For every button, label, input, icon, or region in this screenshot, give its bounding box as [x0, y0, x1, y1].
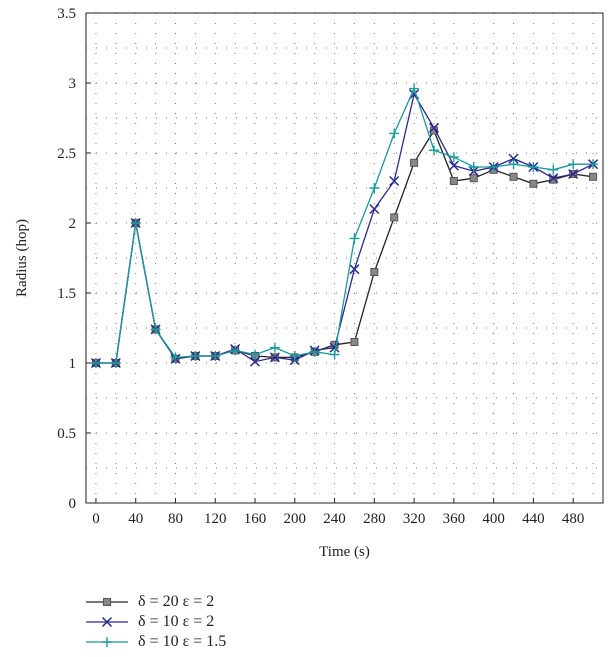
series-layer	[90, 83, 599, 369]
y-tick-label: 3.5	[57, 6, 76, 22]
x-tick-label: 400	[482, 511, 505, 527]
series-1-point	[410, 158, 419, 167]
legend-marker	[101, 616, 113, 628]
series-3-point	[289, 351, 300, 361]
series-2-point	[448, 160, 459, 171]
series-3-point	[110, 358, 121, 368]
series-3-point	[269, 342, 280, 353]
series-3-point	[130, 218, 141, 228]
series-3-point	[90, 358, 101, 368]
legend-marker	[103, 598, 111, 606]
series-3-point	[210, 351, 221, 361]
series-2-point	[428, 122, 440, 133]
series-1-point	[529, 179, 538, 188]
series-3-point	[409, 83, 420, 94]
y-tick-label: 0.5	[57, 426, 76, 442]
x-tick-label: 320	[403, 511, 426, 527]
x-tick-label: 280	[363, 511, 386, 527]
legend-swatch-series-3	[86, 637, 128, 647]
series-2-point	[269, 352, 280, 363]
y-axis-ticks: 0 0.5 1 1.5 2 2.5 3 3.5	[57, 6, 91, 512]
series-3-point	[588, 159, 599, 170]
x-tick-label: 120	[204, 511, 227, 527]
legend-label-series-1: δ = 20 ε = 2	[138, 593, 215, 610]
series-3-point	[488, 162, 499, 172]
y-tick-label: 1	[69, 356, 77, 372]
series-3-point	[508, 159, 519, 170]
y-tick-label: 0	[69, 496, 77, 512]
x-tick-label: 480	[562, 511, 585, 527]
x-tick-label: 360	[443, 511, 466, 527]
series-3-point	[309, 346, 320, 357]
series-3-point	[230, 345, 241, 356]
line-chart: 0 0.5 1 1.5 2 2.5 3 3.5 0 40 80 120 160 200 240 280 320…	[14, 6, 604, 560]
legend-label-series-2: δ = 10 ε = 2	[138, 613, 215, 630]
grid-lines	[86, 13, 603, 503]
legend-label-series-3: δ = 10 ε = 1.5	[138, 633, 227, 650]
x-tick-label: 440	[522, 511, 545, 527]
series-2-point	[389, 175, 400, 187]
legend-item-series-1: δ = 20 ε = 2	[86, 592, 226, 612]
series-3-point	[250, 349, 261, 360]
x-axis-ticks: 0 40 80 120 160 200 240 280 320 360 400 440 480	[92, 498, 584, 527]
x-tick-label: 40	[128, 511, 143, 527]
legend-item-series-3: δ = 10 ε = 1.5	[86, 632, 226, 652]
legend-item-series-2: δ = 10 ε = 2	[86, 612, 226, 632]
series-2-point	[329, 342, 340, 353]
x-axis-title: Time (s)	[319, 544, 370, 560]
legend-swatch-series-1	[86, 598, 128, 606]
x-tick-label: 0	[92, 511, 100, 527]
series-3-point	[170, 352, 181, 363]
x-tick-label: 160	[244, 511, 267, 527]
series-1-point	[509, 172, 518, 181]
series-line-2	[95, 92, 594, 364]
y-tick-label: 2.5	[57, 146, 76, 162]
series-1	[91, 126, 598, 367]
y-tick-label: 1.5	[57, 286, 76, 302]
y-tick-label: 3	[69, 76, 77, 92]
series-3-point	[369, 183, 380, 193]
series-3-point	[329, 349, 340, 360]
series-2-point	[548, 173, 559, 184]
x-tick-label: 80	[168, 511, 183, 527]
series-1-point	[449, 177, 458, 185]
series-1-point	[469, 174, 478, 183]
series-2-point	[249, 356, 261, 367]
series-1-point	[370, 268, 379, 276]
series-3-point	[190, 351, 201, 361]
series-3-point	[428, 145, 439, 156]
series-2	[90, 89, 599, 369]
series-3-point	[448, 152, 459, 163]
series-1-point	[390, 213, 399, 222]
plot-frame	[85, 12, 604, 504]
series-1-point	[350, 338, 359, 346]
series-2-point	[349, 264, 360, 275]
series-3-point	[568, 159, 579, 170]
series-line-3	[95, 86, 594, 364]
series-3-point	[548, 164, 559, 175]
series-2-point	[568, 168, 579, 180]
legend-swatch-series-2	[86, 616, 128, 628]
y-axis-title: Radius (hop)	[14, 219, 30, 297]
series-1-point	[549, 175, 558, 184]
series-2-point	[508, 153, 519, 164]
series-3-point	[150, 324, 161, 335]
y-tick-label: 2	[69, 216, 77, 232]
series-1-point	[589, 172, 598, 181]
x-tick-label: 200	[284, 511, 307, 527]
x-tick-label: 240	[323, 511, 346, 527]
series-3-point	[389, 128, 400, 139]
series-2-point	[369, 203, 380, 215]
series-3-point	[349, 233, 360, 244]
series-3-point	[468, 162, 479, 172]
legend-marker	[102, 637, 112, 647]
legend: δ = 20 ε = 2 δ = 10 ε = 2 δ = 10 ε = 1.5	[86, 592, 226, 652]
series-3-point	[528, 162, 539, 172]
series-3	[90, 83, 599, 368]
